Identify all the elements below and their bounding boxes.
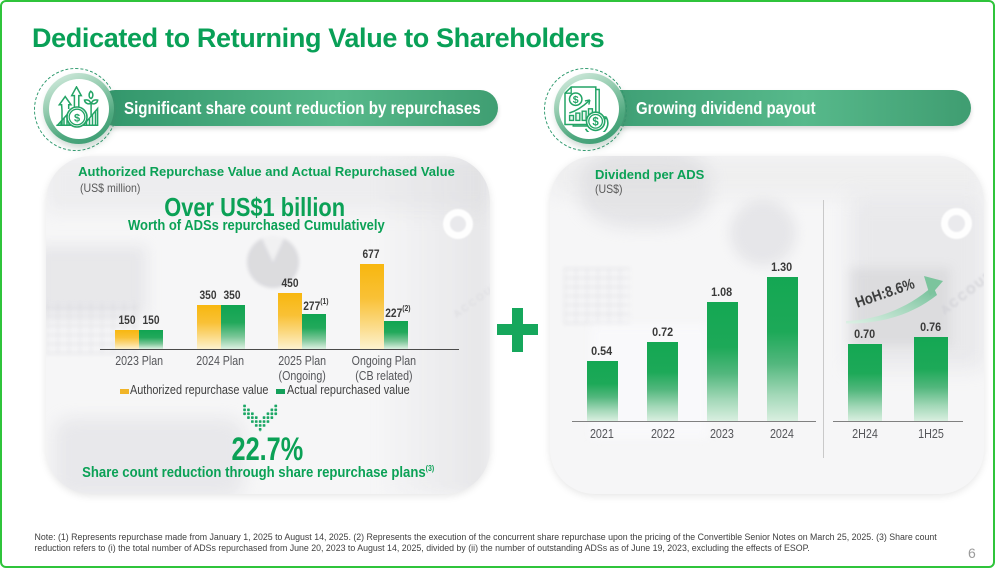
- svg-text:$: $: [74, 113, 80, 125]
- svg-text:$: $: [592, 117, 599, 129]
- svg-text:$: $: [573, 94, 579, 106]
